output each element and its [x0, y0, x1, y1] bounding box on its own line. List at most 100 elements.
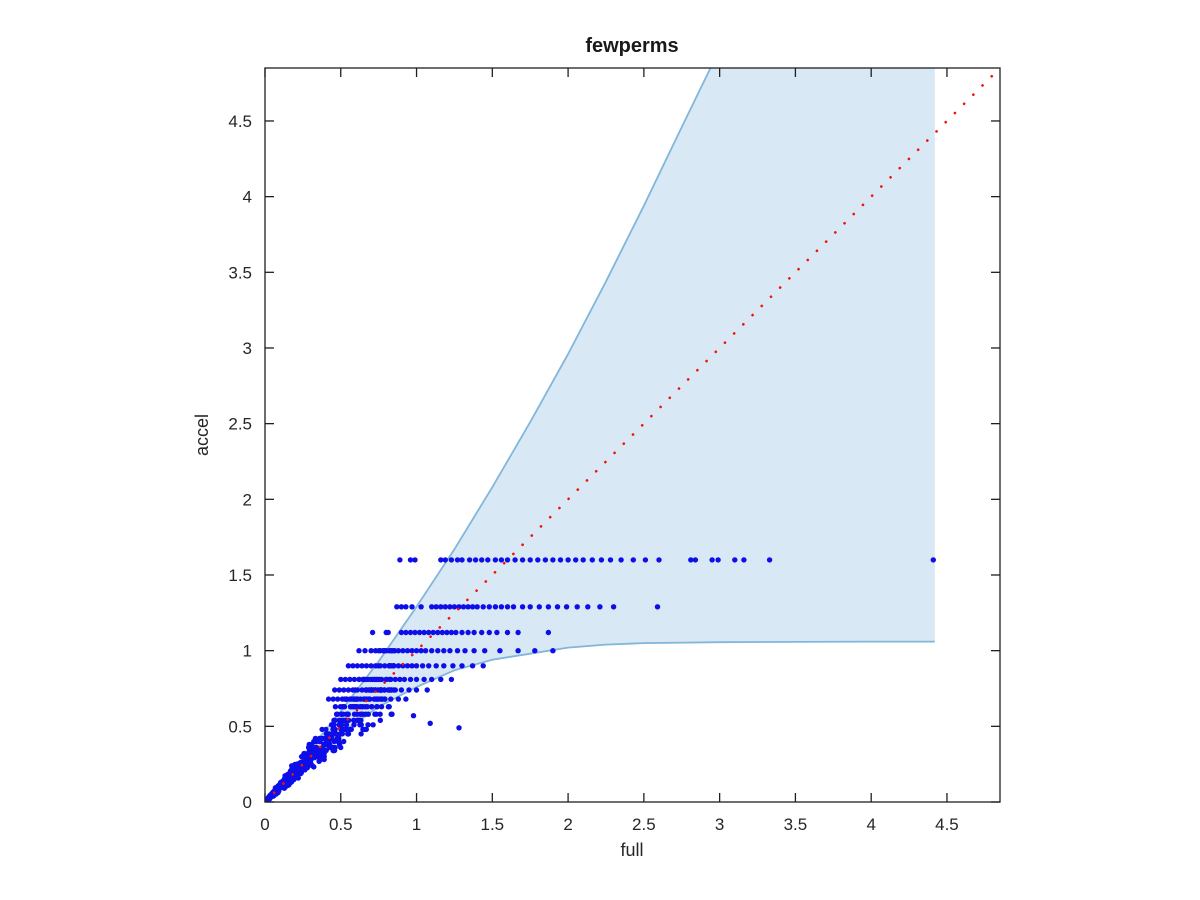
data-point: [442, 604, 448, 610]
data-point: [766, 557, 773, 563]
y-tick-label: 2.5: [228, 415, 252, 434]
data-point: [382, 696, 388, 702]
data-point: [430, 629, 436, 636]
data-point: [429, 648, 435, 654]
data-point: [298, 753, 305, 760]
data-point: [278, 780, 284, 787]
data-point: [356, 676, 362, 683]
data-point: [409, 648, 415, 654]
data-point: [597, 604, 603, 610]
data-point: [336, 717, 342, 723]
data-point: [378, 704, 385, 710]
data-point: [545, 604, 552, 610]
data-point: [350, 663, 356, 669]
data-point: [527, 557, 533, 563]
data-point: [573, 557, 579, 563]
x-tick-label: 4: [866, 815, 875, 834]
x-axis-label: full: [620, 840, 643, 860]
data-point: [741, 557, 747, 563]
data-point: [332, 687, 338, 693]
data-point: [462, 648, 468, 654]
data-point: [337, 722, 343, 728]
data-point: [388, 648, 394, 654]
data-point: [359, 687, 365, 693]
data-point: [358, 731, 364, 737]
data-point: [395, 663, 402, 669]
data-point: [427, 720, 433, 726]
y-tick-label: 0.5: [228, 717, 252, 736]
data-point: [416, 629, 423, 636]
x-tick-label: 2: [563, 815, 572, 834]
data-point: [385, 704, 392, 710]
data-point: [333, 711, 340, 717]
data-point: [386, 663, 392, 669]
data-point: [527, 604, 533, 610]
data-point: [515, 648, 521, 654]
data-point: [454, 648, 461, 654]
data-point: [412, 629, 418, 636]
data-point: [363, 696, 369, 702]
data-point: [479, 557, 485, 563]
data-point: [294, 772, 301, 778]
data-point: [598, 557, 605, 563]
data-point: [409, 604, 415, 610]
data-point: [433, 663, 439, 669]
data-point: [368, 663, 374, 669]
data-point: [413, 663, 420, 669]
data-point: [395, 648, 402, 654]
data-point: [459, 663, 465, 669]
data-point: [319, 747, 326, 754]
confidence-band-upper-edge: [265, 68, 712, 802]
data-point: [504, 629, 511, 636]
data-point: [338, 676, 344, 683]
data-point: [433, 604, 439, 610]
data-point: [510, 604, 517, 610]
data-point: [386, 676, 393, 683]
data-point: [519, 604, 526, 610]
data-point: [407, 676, 414, 683]
data-point: [377, 711, 383, 717]
data-point: [480, 604, 486, 610]
data-point: [448, 676, 455, 683]
data-point: [688, 557, 694, 563]
data-point: [492, 604, 499, 610]
data-point: [354, 717, 360, 723]
data-point: [347, 676, 353, 683]
data-point: [347, 696, 353, 702]
data-point: [441, 648, 447, 654]
data-point: [465, 604, 471, 610]
data-point: [361, 676, 367, 683]
data-point: [474, 604, 480, 610]
data-point: [285, 771, 291, 777]
data-point: [545, 629, 552, 636]
data-point: [336, 687, 342, 693]
data-point: [282, 784, 288, 790]
data-point: [486, 604, 492, 610]
data-point: [459, 629, 465, 636]
y-tick-label: 2: [243, 490, 252, 509]
data-point: [550, 557, 556, 563]
data-point: [365, 711, 371, 717]
data-point: [398, 629, 405, 636]
confidence-band-fill: [265, 68, 935, 802]
data-point: [413, 648, 420, 654]
data-point: [404, 663, 411, 669]
data-point: [438, 676, 444, 683]
data-point: [444, 629, 450, 636]
data-point: [421, 676, 427, 683]
data-point: [465, 629, 471, 636]
data-point: [709, 557, 715, 563]
data-point: [403, 604, 409, 610]
data-point: [377, 696, 384, 702]
data-point: [482, 648, 488, 654]
data-point: [364, 704, 370, 710]
data-point: [356, 648, 362, 654]
data-point: [340, 704, 346, 710]
data-point: [366, 687, 372, 693]
data-point: [498, 604, 505, 610]
data-point: [460, 604, 467, 610]
data-point: [316, 738, 323, 745]
data-point: [535, 557, 541, 563]
data-point: [363, 663, 370, 669]
